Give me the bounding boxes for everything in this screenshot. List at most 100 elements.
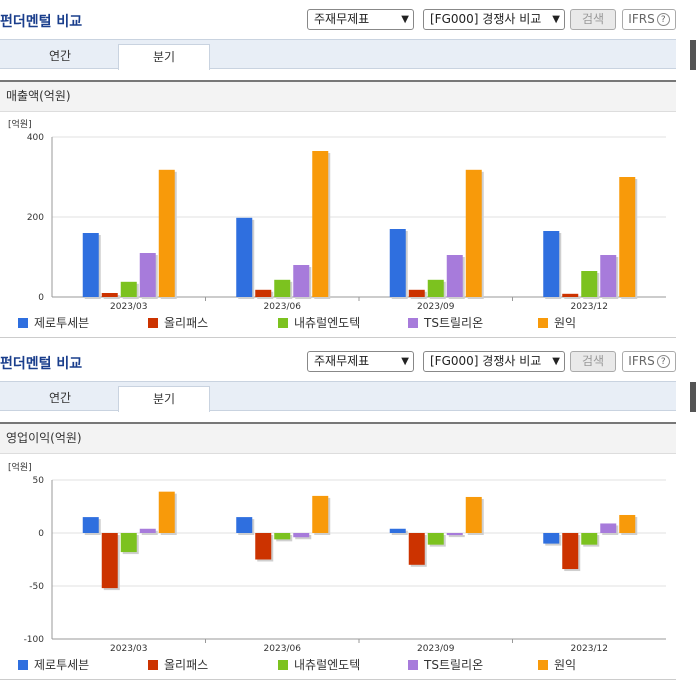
chevron-down-icon: ▼ — [401, 356, 409, 367]
legend-item[interactable]: 원익 — [538, 656, 576, 673]
peer-select[interactable]: [FG000] 경쟁사 비교 ▼ — [423, 351, 565, 372]
y-tick-label: 50 — [33, 476, 45, 486]
peer-select-value: [FG000] 경쟁사 비교 — [430, 354, 542, 368]
bar — [543, 231, 560, 297]
ifrs-button[interactable]: IFRS? — [622, 9, 676, 30]
legend-item[interactable]: 내츄럴엔도텍 — [278, 314, 360, 331]
bar — [82, 517, 99, 533]
legend-item[interactable]: 원익 — [538, 314, 576, 331]
bar — [619, 514, 636, 533]
legend-item[interactable]: 올리패스 — [148, 656, 208, 673]
legend-label: 올리패스 — [164, 316, 209, 330]
bar — [465, 169, 482, 297]
bar — [543, 533, 560, 544]
peer-select[interactable]: [FG000] 경쟁사 비교 ▼ — [423, 9, 565, 30]
bar — [120, 533, 137, 553]
bar — [408, 289, 425, 297]
bar — [293, 265, 310, 297]
bar — [427, 533, 444, 545]
legend-swatch — [18, 660, 28, 670]
bar — [389, 528, 406, 533]
chevron-down-icon: ▼ — [552, 14, 560, 25]
chevron-down-icon: ▼ — [401, 14, 409, 25]
bar — [82, 233, 99, 297]
bar — [274, 533, 291, 540]
legend-swatch — [278, 660, 288, 670]
x-tick-label: 2023/09 — [417, 644, 455, 654]
legend-item[interactable]: 내츄럴엔도텍 — [278, 656, 360, 673]
search-button[interactable]: 검색 — [570, 351, 616, 372]
operating-profit-panel: 펀더멘털 비교 주재무제표 ▼ [FG000] 경쟁사 비교 ▼ 검색 IFRS? … — [0, 342, 696, 684]
tab-annual[interactable]: 연간 — [48, 391, 72, 405]
tab-annual[interactable]: 연간 — [48, 49, 72, 63]
legend-swatch — [538, 660, 548, 670]
period-tabs: 연간 분기 — [0, 39, 676, 70]
legend-swatch — [408, 660, 418, 670]
x-tick-label: 2023/03 — [110, 302, 147, 312]
x-tick-label: 2023/12 — [571, 644, 608, 654]
legend-label: 제로투세븐 — [34, 658, 90, 672]
chart-title: 매출액(억원) — [0, 80, 676, 112]
bar — [389, 229, 406, 297]
legend-label: 원익 — [554, 316, 577, 330]
bar — [600, 523, 617, 533]
y-tick-label: -100 — [24, 635, 45, 645]
tab-quarterly[interactable]: 분기 — [118, 44, 210, 70]
help-icon: ? — [656, 355, 670, 368]
statement-select[interactable]: 주재무제표 ▼ — [307, 351, 414, 372]
revenue-chart: [억원] 0 200 400 2023/03 2023/06 2023/09 2023/12 — [8, 118, 666, 312]
bar-shadow — [564, 295, 581, 299]
scrollbar[interactable] — [690, 40, 696, 70]
legend-label: 올리패스 — [164, 658, 209, 672]
tab-quarterly[interactable]: 분기 — [118, 386, 210, 412]
legend-item[interactable]: 올리패스 — [148, 314, 208, 331]
y-tick-label: 400 — [27, 133, 44, 143]
bar — [562, 293, 579, 297]
legend-label: 내츄럴엔도텍 — [294, 658, 361, 672]
bar — [255, 533, 272, 560]
divider — [0, 679, 676, 680]
scrollbar[interactable] — [690, 382, 696, 412]
legend-item[interactable]: 제로투세븐 — [18, 314, 89, 331]
bar — [120, 281, 137, 297]
bar — [274, 279, 291, 297]
bar — [158, 169, 175, 297]
legend-label: 내츄럴엔도텍 — [294, 316, 361, 330]
chart-legend: 제로투세븐 올리패스 내츄럴엔도텍 TS트릴리온 원익 — [0, 654, 676, 676]
bar — [312, 495, 329, 533]
bar — [236, 517, 253, 533]
bar — [139, 528, 156, 533]
legend-swatch — [408, 318, 418, 328]
ifrs-label: IFRS — [628, 12, 655, 26]
bar — [408, 533, 425, 565]
bar — [446, 255, 463, 297]
unit-label: [억원] — [8, 461, 32, 473]
statement-select[interactable]: 주재무제표 ▼ — [307, 9, 414, 30]
legend-label: TS트릴리온 — [424, 658, 484, 672]
y-tick-label: 0 — [38, 293, 44, 303]
legend-swatch — [278, 318, 288, 328]
legend-label: TS트릴리온 — [424, 316, 484, 330]
chevron-down-icon: ▼ — [552, 356, 560, 367]
legend-swatch — [148, 318, 158, 328]
x-tick-label: 2023/03 — [110, 644, 147, 654]
chart-title: 영업이익(억원) — [0, 422, 676, 454]
y-tick-label: 0 — [38, 529, 44, 539]
statement-select-value: 주재무제표 — [314, 354, 370, 368]
legend-swatch — [148, 660, 158, 670]
statement-select-value: 주재무제표 — [314, 12, 370, 26]
bar — [446, 533, 463, 536]
panel-title: 펀더멘털 비교 — [0, 14, 83, 30]
y-tick-label: 200 — [27, 213, 44, 223]
legend-item[interactable]: TS트릴리온 — [408, 314, 483, 331]
bar — [255, 289, 272, 297]
ifrs-button[interactable]: IFRS? — [622, 351, 676, 372]
bar — [581, 271, 598, 297]
legend-label: 제로투세븐 — [34, 316, 90, 330]
legend-item[interactable]: TS트릴리온 — [408, 656, 483, 673]
legend-swatch — [538, 318, 548, 328]
legend-item[interactable]: 제로투세븐 — [18, 656, 89, 673]
bar — [101, 533, 118, 589]
search-button[interactable]: 검색 — [570, 9, 616, 30]
ifrs-label: IFRS — [628, 354, 655, 368]
